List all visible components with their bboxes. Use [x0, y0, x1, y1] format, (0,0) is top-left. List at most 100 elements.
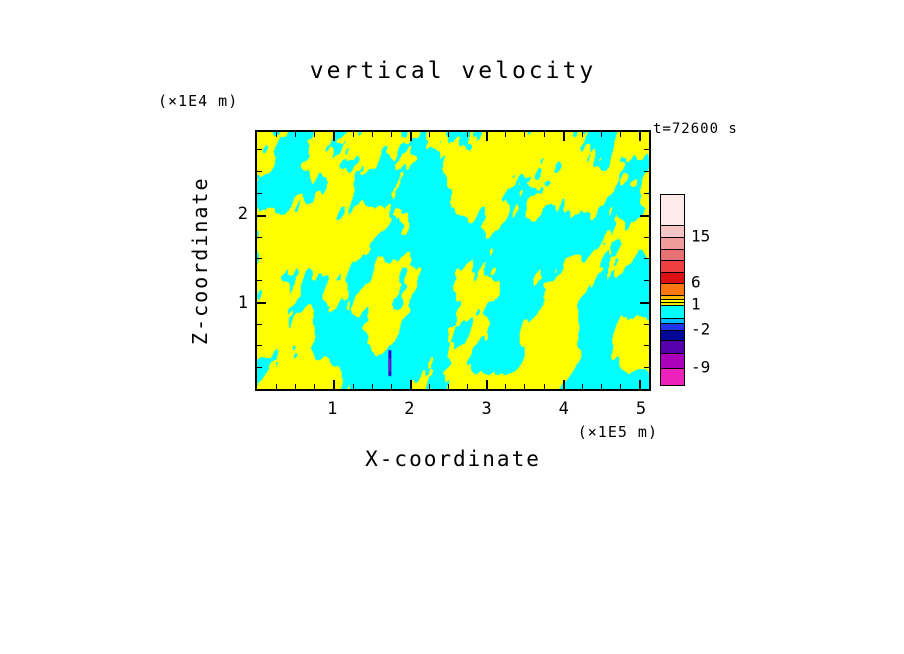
colorbar-segment	[661, 272, 684, 283]
tick-mark	[543, 384, 545, 389]
colorbar-segment	[661, 249, 684, 260]
x-tick-label: 3	[481, 399, 492, 419]
colorbar-segment	[661, 299, 684, 302]
tick-mark	[390, 384, 392, 389]
colorbar-segment	[661, 323, 684, 330]
tick-mark	[467, 384, 469, 389]
tick-mark	[644, 192, 649, 194]
tick-mark	[257, 301, 266, 304]
x-tick-label: 1	[327, 399, 338, 419]
colorbar-segment	[661, 330, 684, 340]
tick-mark	[644, 280, 649, 282]
colorbar-label: 15	[691, 226, 711, 246]
tick-mark	[600, 132, 602, 137]
tick-mark	[257, 280, 262, 282]
y-tick-label: 2	[237, 204, 248, 225]
tick-mark	[257, 345, 262, 347]
tick-mark	[543, 132, 545, 137]
chart-title: vertical velocity	[309, 58, 597, 84]
tick-mark	[505, 132, 507, 137]
x-tick-label: 4	[558, 399, 569, 419]
tick-mark	[448, 132, 450, 137]
tick-mark	[619, 132, 621, 137]
tick-mark	[644, 345, 649, 347]
y-tick-label: 1	[237, 292, 248, 313]
tick-mark	[257, 236, 262, 238]
tick-mark	[333, 132, 336, 141]
colorbar-segment	[661, 340, 684, 353]
tick-mark	[644, 258, 649, 260]
x-tick-label: 5	[635, 399, 647, 419]
tick-mark	[314, 132, 316, 137]
tick-mark	[448, 384, 450, 389]
tick-mark	[644, 236, 649, 238]
tick-mark	[639, 380, 642, 389]
tick-mark	[295, 132, 297, 137]
colorbar-segment	[661, 295, 684, 299]
colorbar-segment	[661, 305, 684, 318]
colorbar-segment	[661, 260, 684, 272]
tick-mark	[640, 214, 649, 217]
colorbar-label: 1	[691, 294, 701, 314]
tick-mark	[486, 132, 489, 141]
tick-mark	[352, 132, 354, 137]
y-axis-title: Z-coordinate	[188, 176, 212, 345]
tick-mark	[639, 132, 642, 141]
tick-mark	[352, 384, 354, 389]
colorbar-segment	[661, 318, 684, 323]
colorbar-segment	[661, 195, 684, 225]
tick-mark	[524, 132, 526, 137]
colorbar-label: -9	[691, 357, 711, 377]
tick-mark	[428, 132, 430, 137]
tick-mark	[619, 384, 621, 389]
colorbar-label: 6	[691, 272, 701, 292]
colorbar-segment	[661, 368, 684, 385]
x-tick-label: 2	[404, 399, 415, 419]
tick-mark	[257, 214, 266, 217]
tick-mark	[295, 384, 297, 389]
tick-mark	[257, 192, 262, 194]
tick-mark	[505, 384, 507, 389]
colorbar-labels: 15 6 1 -2 -9	[691, 194, 731, 384]
tick-mark	[276, 384, 278, 389]
tick-mark	[467, 132, 469, 137]
tick-mark	[257, 258, 262, 260]
y-axis-unit: (×1E4 m)	[158, 92, 239, 110]
velocity-field	[257, 132, 649, 389]
tick-mark	[486, 380, 489, 389]
colorbar-segment	[661, 353, 684, 368]
tick-mark	[409, 132, 412, 141]
tick-mark	[257, 323, 262, 325]
tick-mark	[390, 132, 392, 137]
tick-mark	[314, 384, 316, 389]
x-axis-unit: (×1E5 m)	[577, 423, 658, 441]
colorbar-segment	[661, 302, 684, 305]
colorbar-label: -2	[691, 319, 711, 339]
plot-area	[255, 130, 651, 391]
colorbar-segment	[661, 237, 684, 249]
x-tick-labels: 1 2 3 4 5	[255, 399, 651, 421]
tick-mark	[644, 149, 649, 151]
tick-mark	[371, 132, 373, 137]
tick-mark	[524, 384, 526, 389]
x-axis-title: X-coordinate	[365, 447, 541, 471]
tick-mark	[562, 132, 565, 141]
tick-mark	[333, 380, 336, 389]
colorbar	[660, 194, 685, 386]
tick-mark	[644, 171, 649, 173]
tick-mark	[371, 384, 373, 389]
colorbar-segment	[661, 283, 684, 295]
tick-mark	[644, 367, 649, 369]
tick-mark	[257, 367, 262, 369]
tick-mark	[257, 171, 262, 173]
tick-mark	[562, 380, 565, 389]
tick-mark	[276, 132, 278, 137]
tick-mark	[640, 301, 649, 304]
colorbar-segment	[661, 225, 684, 237]
tick-mark	[644, 323, 649, 325]
tick-mark	[428, 384, 430, 389]
tick-mark	[409, 380, 412, 389]
tick-mark	[600, 384, 602, 389]
